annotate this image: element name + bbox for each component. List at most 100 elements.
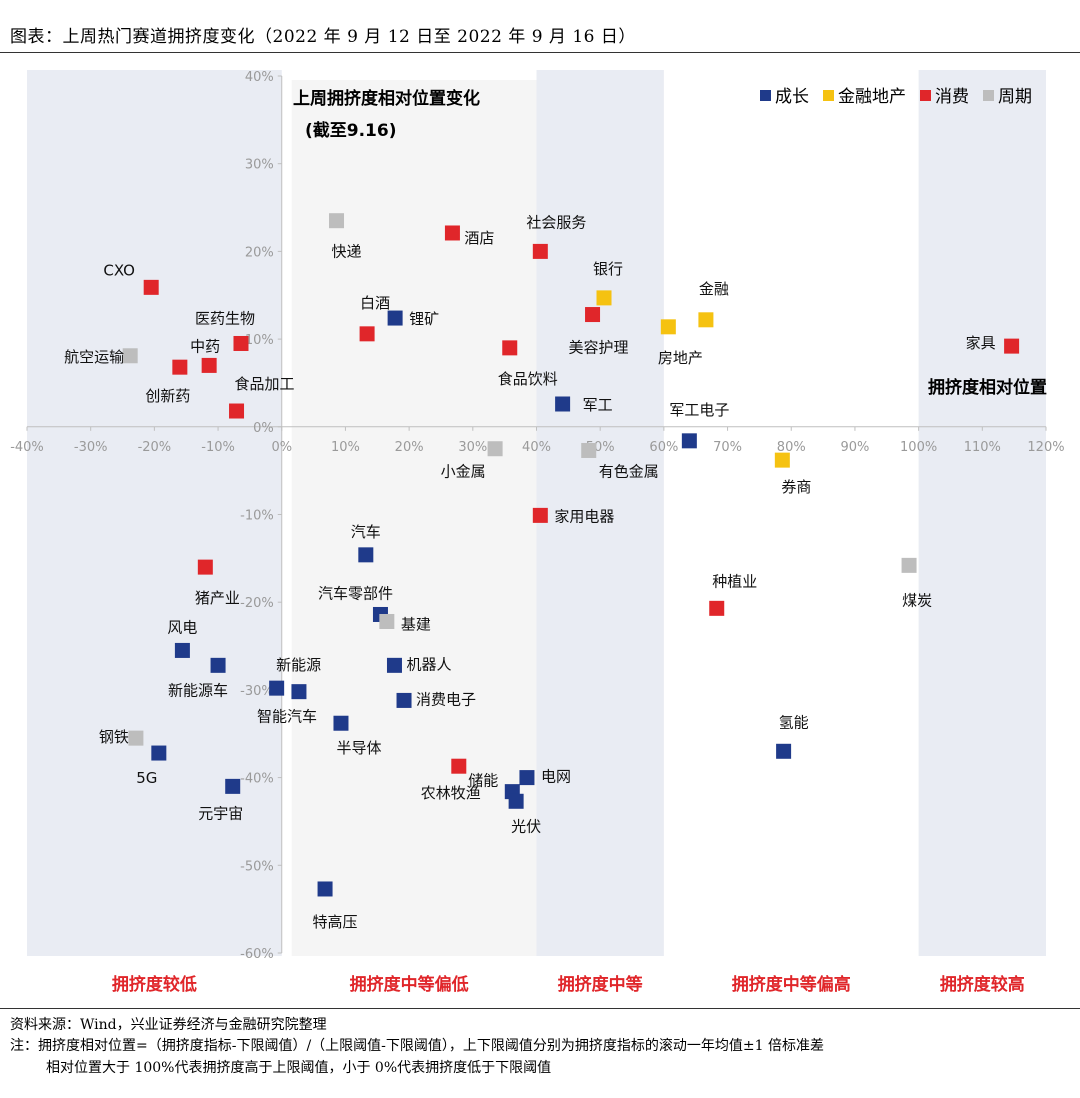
data-label: 猪产业 (195, 589, 240, 607)
data-label: 社会服务 (526, 213, 586, 231)
data-label: 消费电子 (416, 690, 476, 708)
x-tick-label: 10% (331, 440, 360, 455)
data-label: 智能汽车 (257, 708, 317, 726)
data-label: 军工 (583, 396, 613, 414)
data-label: 元宇宙 (198, 804, 243, 822)
y-axis-title: 上周拥挤度相对位置变化 (293, 88, 480, 109)
data-label: 酒店 (464, 229, 494, 247)
data-label: 美容护理 (569, 339, 629, 357)
data-point (379, 613, 395, 629)
data-point (210, 657, 226, 673)
data-point (698, 312, 714, 328)
y-tick-label: 30% (245, 158, 274, 173)
data-point (122, 348, 138, 364)
data-label: 食品加工 (235, 375, 295, 393)
data-label: 储能 (468, 772, 498, 790)
legend-swatch (823, 90, 834, 101)
data-point (502, 340, 518, 356)
data-label: 特高压 (313, 913, 358, 931)
data-label: 煤炭 (902, 591, 932, 609)
data-point (709, 600, 725, 616)
data-point (201, 357, 217, 373)
y-tick-label: -50% (240, 859, 274, 874)
scatter-chart: -40% -30% -20% -10% 0% 10% 20% 30% 40% 50% 60% 70% 8… (10, 70, 1065, 995)
title-rule (0, 52, 1080, 53)
zone-label: 拥挤度较低 (112, 974, 197, 995)
x-tick-label: 100% (900, 440, 937, 455)
source-note: 资料来源：Wind，兴业证券经济与金融研究院整理 (10, 1017, 327, 1033)
data-point (151, 745, 167, 761)
data-point (451, 758, 467, 774)
data-label: 新能源 (276, 656, 321, 674)
data-label: 快递 (332, 243, 362, 261)
legend-swatch (760, 90, 771, 101)
data-label: 家具 (966, 334, 996, 352)
zone-band-light (291, 80, 537, 956)
x-tick-label: -10% (201, 440, 235, 455)
data-point (532, 243, 548, 259)
data-point (596, 290, 612, 306)
legend-label: 消费 (935, 87, 969, 107)
data-label: 军工电子 (669, 401, 729, 419)
data-point (681, 433, 697, 449)
zone-label: 拥挤度中等偏低 (350, 974, 469, 995)
data-label: 光伏 (511, 817, 541, 835)
zone-label: 拥挤度较高 (940, 974, 1025, 995)
data-label: 电网 (541, 768, 571, 786)
data-label: 金融 (699, 280, 729, 298)
x-tick-label: 110% (964, 440, 1001, 455)
data-point (776, 743, 792, 759)
data-label: 氢能 (779, 713, 809, 731)
legend-label: 成长 (775, 87, 809, 107)
y-tick-label: -10% (240, 509, 274, 524)
x-axis-title: 拥挤度相对位置 (928, 377, 1047, 398)
x-tick-label: 90% (840, 440, 869, 455)
data-label: 机器人 (406, 655, 451, 673)
data-point (508, 793, 524, 809)
data-point (128, 730, 144, 746)
data-label: 汽车 (351, 523, 381, 541)
x-tick-label: -30% (74, 440, 108, 455)
data-label: 食品饮料 (498, 370, 558, 388)
data-point (329, 213, 345, 229)
zone-band (918, 70, 1046, 956)
data-label: 航空运输 (64, 348, 124, 366)
data-label: 汽车零部件 (318, 584, 393, 602)
x-tick-label: -40% (10, 440, 44, 455)
data-point (386, 657, 402, 673)
data-label: 中药 (190, 337, 220, 355)
data-label: 创新药 (145, 387, 190, 405)
data-point (519, 770, 535, 786)
x-tick-label: 0% (271, 440, 292, 455)
data-label: 银行 (593, 260, 623, 278)
data-point (172, 359, 188, 375)
y-tick-label: 20% (245, 245, 274, 260)
data-point (333, 715, 349, 731)
data-label: 医药生物 (195, 309, 255, 327)
data-point (396, 692, 412, 708)
data-label: 房地产 (658, 349, 703, 367)
y-tick-label: -20% (240, 596, 274, 611)
data-point (444, 225, 460, 241)
y-axis-subtitle: (截至9.16) (305, 120, 396, 141)
x-tick-label: 60% (649, 440, 678, 455)
data-label: CXO (103, 261, 135, 279)
x-tick-label: 40% (522, 440, 551, 455)
y-tick-label: 10% (245, 333, 274, 348)
x-tick-label: 70% (713, 440, 742, 455)
data-point (901, 557, 917, 573)
data-label: 家用电器 (554, 507, 614, 525)
data-label: 小金属 (441, 463, 486, 481)
data-point (487, 441, 503, 457)
data-point (143, 279, 159, 295)
legend-swatch (920, 90, 931, 101)
x-tick-label: -20% (138, 440, 172, 455)
data-point (291, 684, 307, 700)
x-tick-label: 80% (777, 440, 806, 455)
data-label: 有色金属 (599, 462, 659, 480)
data-label: 基建 (401, 615, 431, 633)
legend-label: 金融地产 (838, 87, 906, 107)
data-point (660, 319, 676, 335)
y-tick-label: -30% (240, 684, 274, 699)
y-tick-label: 40% (245, 70, 274, 85)
